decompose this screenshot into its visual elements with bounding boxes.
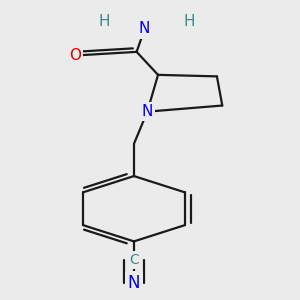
- Text: N: N: [139, 21, 150, 36]
- Text: C: C: [129, 254, 139, 267]
- Text: N: N: [142, 104, 153, 119]
- Text: H: H: [99, 14, 110, 29]
- Text: O: O: [69, 48, 81, 63]
- Text: N: N: [139, 21, 150, 36]
- Text: H: H: [183, 14, 195, 29]
- Text: N: N: [128, 274, 140, 292]
